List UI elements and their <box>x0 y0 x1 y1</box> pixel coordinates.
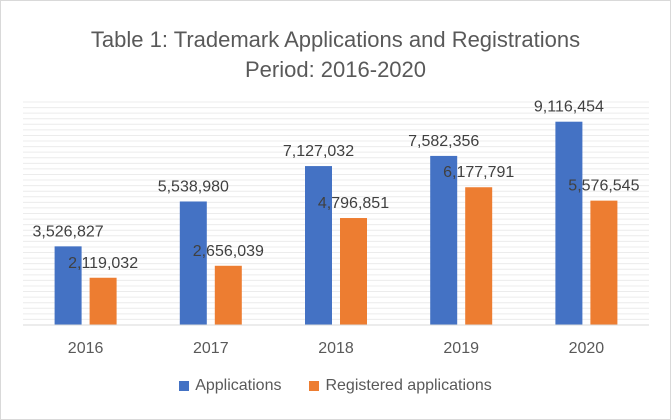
legend-label-applications: Applications <box>195 377 282 394</box>
chart-title-line-2: Period: 2016-2020 <box>244 57 427 82</box>
bar-registered-2017 <box>214 265 242 325</box>
data-label-registered-2019: 6,177,791 <box>443 164 514 181</box>
bar-registered-2020 <box>590 200 618 325</box>
bar-registered-2019 <box>465 187 493 325</box>
data-label-applications-2019: 7,582,356 <box>408 133 479 150</box>
bar-registered-2016 <box>89 277 117 325</box>
legend-label-registered: Registered applications <box>325 377 492 394</box>
data-label-applications-2018: 7,127,032 <box>283 143 354 160</box>
data-label-registered-2016: 2,119,032 <box>68 255 138 272</box>
x-tick-label-2019: 2019 <box>443 340 479 357</box>
bar-applications-2018 <box>305 166 332 325</box>
bar-applications-2017 <box>179 201 207 325</box>
data-label-registered-2020: 5,576,545 <box>568 178 639 195</box>
bar-registered-2018 <box>340 218 367 325</box>
data-label-applications-2017: 5,538,980 <box>158 178 229 195</box>
chart-title: Table 1: Trademark Applications and Regi… <box>1 25 670 85</box>
bar-applications-2016 <box>54 246 82 325</box>
x-tick-label-2020: 2020 <box>569 340 605 357</box>
legend-item-registered: Registered applications <box>309 377 492 395</box>
x-tick-label-2017: 2017 <box>193 340 229 357</box>
legend-swatch-applications <box>179 381 190 391</box>
x-tick-label-2018: 2018 <box>318 340 354 357</box>
bar-applications-2019 <box>430 155 458 325</box>
data-label-registered-2017: 2,656,039 <box>193 243 264 260</box>
legend-item-applications: Applications <box>179 377 281 395</box>
data-label-registered-2018: 4,796,851 <box>318 195 389 212</box>
chart-legend: Applications Registered applications <box>1 377 670 395</box>
data-label-applications-2020: 9,116,454 <box>534 99 604 116</box>
x-tick-label-2016: 2016 <box>68 340 104 357</box>
chart-title-line-1: Table 1: Trademark Applications and Regi… <box>90 27 581 52</box>
data-label-applications-2016: 3,526,827 <box>33 223 104 240</box>
legend-swatch-registered <box>309 381 320 391</box>
bar-applications-2020 <box>555 121 583 325</box>
